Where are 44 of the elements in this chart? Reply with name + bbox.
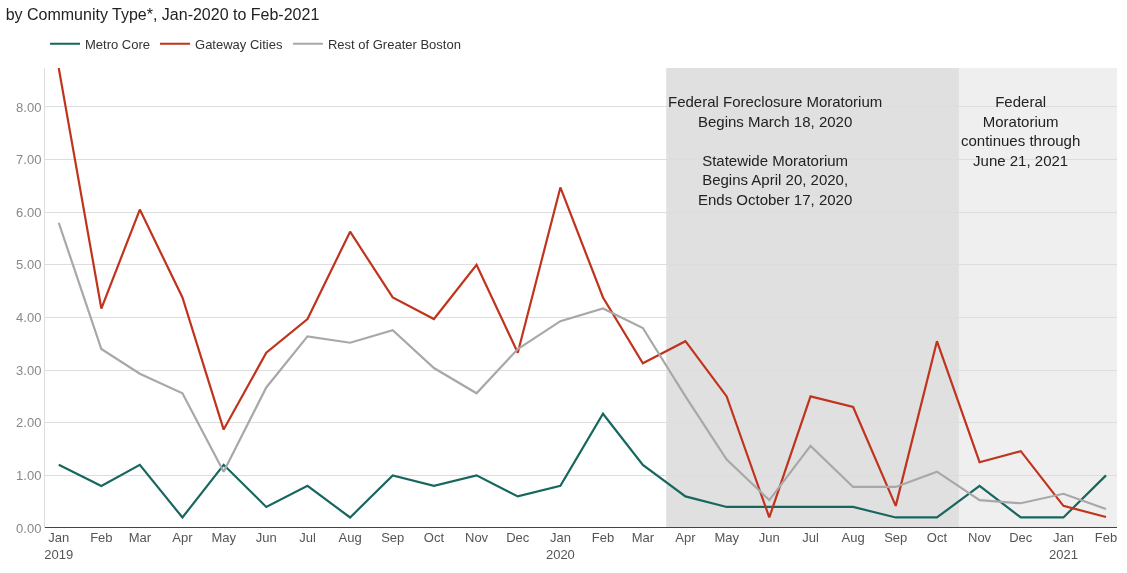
band-label: Federal Moratorium continues through June 21, 2021 xyxy=(961,93,1081,169)
x-tick-label: Oct xyxy=(423,530,445,545)
x-tick-label: Apr xyxy=(675,530,697,545)
x-tick-label: Sep xyxy=(381,530,405,545)
x-tick-label: Mar xyxy=(128,530,152,545)
x-tick-label: Jun xyxy=(758,530,780,545)
legend-label: Rest of Greater Boston xyxy=(327,36,461,52)
line-series xyxy=(57,412,1108,519)
x-tick-label: Mar xyxy=(631,530,655,545)
y-tick-label: 6.00 xyxy=(16,204,42,220)
y-tick-label: 0.00 xyxy=(16,520,42,536)
y-tick-label: 5.00 xyxy=(16,257,42,273)
x-tick-label: Feb xyxy=(591,530,615,545)
x-tick-label: Jun xyxy=(255,530,277,545)
x-tick-label: Aug xyxy=(841,530,865,545)
chart-title: by Community Type*, Jan-2020 to Feb-2021 xyxy=(5,5,320,23)
x-tick-label: Jan 2021 xyxy=(1048,530,1078,562)
x-tick-label: Dec xyxy=(1009,530,1033,545)
x-tick-label: Aug xyxy=(338,530,362,545)
x-tick-label: Feb xyxy=(1094,530,1118,545)
x-tick-label: Sep xyxy=(884,530,908,545)
x-tick-label: May xyxy=(714,530,740,545)
line-series xyxy=(57,221,1108,511)
x-tick-label: Jan 2019 xyxy=(44,530,74,562)
y-tick-label: 3.00 xyxy=(16,362,42,378)
x-tick-label: Feb xyxy=(90,530,113,545)
legend-label: Metro Core xyxy=(85,36,151,52)
x-tick-label: Oct xyxy=(926,530,948,545)
x-tick-label: Jul xyxy=(802,530,819,545)
legend-label: Gateway Cities xyxy=(195,36,283,52)
y-tick-label: 7.00 xyxy=(16,152,42,168)
x-tick-label: Nov xyxy=(968,530,992,545)
x-tick-label: May xyxy=(211,530,237,545)
y-tick-label: 8.00 xyxy=(16,99,42,115)
x-tick-label: Apr xyxy=(172,530,194,545)
y-tick-label: 1.00 xyxy=(16,467,42,483)
y-tick-label: 2.00 xyxy=(16,415,42,431)
line-series xyxy=(57,68,1108,519)
x-tick-label: Nov xyxy=(464,530,489,545)
x-tick-label: Jul xyxy=(299,530,316,545)
x-tick-label: Jan 2020 xyxy=(545,530,575,562)
y-tick-label: 4.00 xyxy=(16,310,42,326)
x-tick-label: Dec xyxy=(506,530,530,545)
text: Federal Foreclosure Moratorium Begins March 18, 2020 Statewide Moratorium Begins April 20, 2020, Ends October 17, 2020 xyxy=(668,93,883,208)
